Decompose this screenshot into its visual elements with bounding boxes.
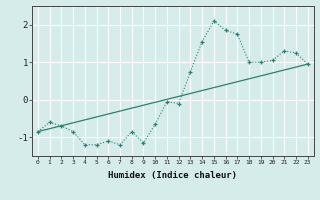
X-axis label: Humidex (Indice chaleur): Humidex (Indice chaleur) xyxy=(108,171,237,180)
